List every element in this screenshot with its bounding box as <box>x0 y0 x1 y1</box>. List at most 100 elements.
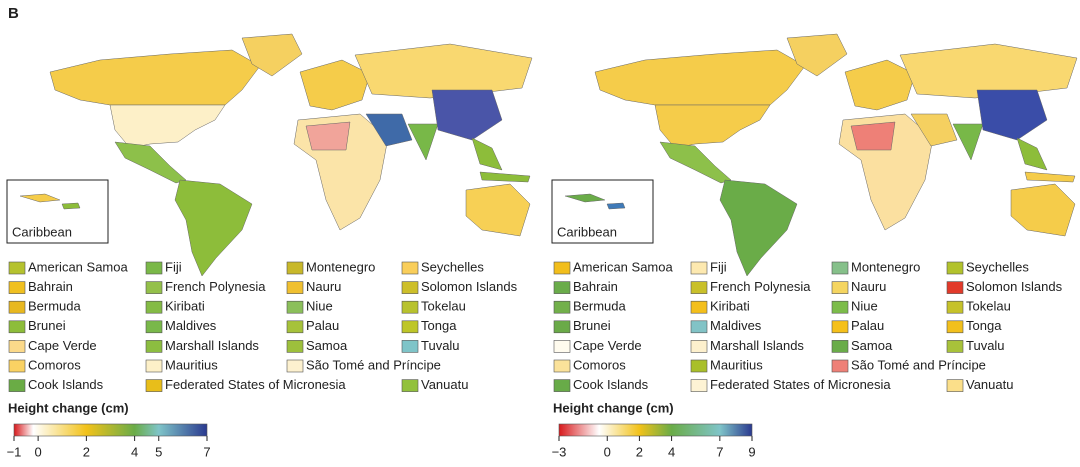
legend-label: Brunei <box>28 318 66 333</box>
legend-swatch <box>831 281 849 294</box>
legend-swatch <box>690 300 708 314</box>
legend-swatch <box>553 359 571 373</box>
legend-label: Federated States of Micronesia <box>165 377 346 392</box>
legend-swatch <box>946 300 964 314</box>
legend-swatch <box>145 320 163 334</box>
legend-swatch <box>8 379 26 392</box>
legend-swatch <box>286 320 304 334</box>
legend-swatch <box>553 379 571 392</box>
inset-island <box>61 202 81 210</box>
legend-label: Kiribati <box>165 299 205 314</box>
inset-frame <box>6 179 109 244</box>
legend-label: Kiribati <box>710 299 750 314</box>
legend-swatch <box>286 300 304 314</box>
legend-swatch <box>831 261 849 275</box>
colorbar-tick-label: 7 <box>716 444 723 459</box>
legend-swatch <box>946 379 964 392</box>
legend-label: Federated States of Micronesia <box>710 377 891 392</box>
world-map <box>49 33 533 277</box>
colorbar-tick-label: −1 <box>7 444 22 459</box>
legend-label: Maldives <box>710 318 762 333</box>
legend-swatch <box>286 281 304 294</box>
legend-swatch <box>145 340 163 353</box>
colorbar-tick-label: 0 <box>604 444 611 459</box>
legend-label: Montenegro <box>306 259 375 274</box>
legend-label: Mauritius <box>710 357 763 372</box>
legend-label: Bermuda <box>28 299 82 314</box>
legend-swatch <box>8 320 26 334</box>
inset-island <box>606 202 626 210</box>
colorbar <box>13 423 208 437</box>
legend-swatch <box>946 281 964 294</box>
colorbar-tick-label: 2 <box>636 444 643 459</box>
legend-swatch <box>145 300 163 314</box>
inset-frame <box>551 179 654 244</box>
inset-label: Caribbean <box>12 224 72 239</box>
colorbar-tick-label: 4 <box>668 444 675 459</box>
legend-label: Comoros <box>28 357 81 372</box>
legend-swatch <box>145 261 163 275</box>
legend-label: Seychelles <box>421 259 484 274</box>
colorbar-title: Height change (cm) <box>8 400 129 415</box>
legend-label: Tuvalu <box>966 338 1005 353</box>
legend-label: Nauru <box>851 279 886 294</box>
legend-label: Samoa <box>306 338 348 353</box>
legend-label: Tonga <box>966 318 1002 333</box>
legend-swatch <box>690 281 708 294</box>
legend-swatch <box>8 300 26 314</box>
legend-swatch <box>831 340 849 353</box>
legend-label: Tuvalu <box>421 338 460 353</box>
legend-label: Solomon Islands <box>966 279 1063 294</box>
legend-label: Marshall Islands <box>710 338 804 353</box>
colorbar <box>558 423 753 437</box>
legend-swatch <box>946 320 964 334</box>
legend-label: Mauritius <box>165 357 218 372</box>
inset-island <box>564 193 606 203</box>
inset-label: Caribbean <box>557 224 617 239</box>
panel-label: B <box>8 5 19 22</box>
panel: Caribbean American Samoa Bahrain Bermuda Bru… <box>6 179 518 459</box>
colorbar-tick-label: 0 <box>35 444 42 459</box>
legend-label: Palau <box>306 318 339 333</box>
legend-swatch <box>690 320 708 334</box>
legend-label: Cook Islands <box>573 377 649 392</box>
legend-label: São Tomé and Príncipe <box>851 357 986 372</box>
legend-swatch <box>553 300 571 314</box>
legend-swatch <box>8 281 26 294</box>
colorbar-title: Height change (cm) <box>553 400 674 415</box>
legend-swatch <box>401 340 419 353</box>
legend-label: Maldives <box>165 318 217 333</box>
legend-label: Vanuatu <box>421 377 468 392</box>
legend-swatch <box>286 359 304 373</box>
world-map <box>594 33 1078 277</box>
legend-label: Niue <box>851 299 878 314</box>
legend-swatch <box>401 320 419 334</box>
legend-label: Bermuda <box>573 299 627 314</box>
colorbar-tick-label: 9 <box>748 444 755 459</box>
legend-label: Tokelau <box>966 299 1011 314</box>
legend-swatch <box>401 300 419 314</box>
legend-label: French Polynesia <box>165 279 266 294</box>
legend-swatch <box>831 320 849 334</box>
legend-swatch <box>946 340 964 353</box>
panel: Caribbean American Samoa Bahrain Bermuda Bru… <box>551 179 1063 459</box>
legend-swatch <box>831 359 849 373</box>
legend-swatch <box>553 261 571 275</box>
legend-label: Cook Islands <box>28 377 104 392</box>
legend-label: Cape Verde <box>28 338 97 353</box>
legend-label: Palau <box>851 318 884 333</box>
legend-label: Brunei <box>573 318 611 333</box>
legend-swatch <box>8 359 26 373</box>
legend-label: Fiji <box>165 259 182 274</box>
legend-swatch <box>401 379 419 392</box>
legend-label: Fiji <box>710 259 727 274</box>
legend-swatch <box>553 320 571 334</box>
legend-swatch <box>145 281 163 294</box>
legend-swatch <box>690 359 708 373</box>
legend-label: Marshall Islands <box>165 338 259 353</box>
legend-swatch <box>401 261 419 275</box>
legend-label: French Polynesia <box>710 279 811 294</box>
colorbar-tick-label: 4 <box>131 444 138 459</box>
legend-label: American Samoa <box>573 259 673 274</box>
